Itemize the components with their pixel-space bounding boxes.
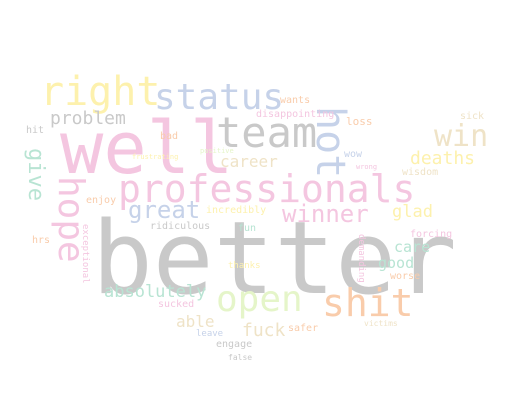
word-well: well: [60, 106, 234, 190]
word-exceptional: exceptional: [80, 224, 90, 284]
word-open: open: [216, 279, 303, 320]
word-give: give: [23, 148, 48, 201]
word-absolutely: absolutely: [104, 282, 207, 302]
word-bad: bad: [160, 131, 179, 142]
word-better: better: [92, 199, 457, 317]
word-good: good: [378, 254, 415, 272]
word-demanding: demanding: [356, 234, 366, 283]
word-problem: problem: [50, 108, 126, 129]
word-frustrating: frustrating: [132, 153, 179, 161]
word-thanks: thanks: [228, 261, 261, 271]
word-team: team: [216, 108, 318, 157]
word-false: false: [228, 353, 253, 362]
word-hrs: hrs: [32, 235, 51, 246]
word-winner: winner: [282, 200, 369, 228]
word-glad: glad: [392, 202, 433, 222]
word-right: right: [40, 69, 161, 115]
word-fun: fun: [238, 223, 257, 234]
word-deaths: deaths: [410, 148, 476, 169]
word-victims: victims: [364, 319, 398, 328]
word-leave: leave: [196, 329, 224, 339]
word-great: great: [128, 196, 201, 224]
word-wisdom: wisdom: [402, 167, 439, 178]
word-hope: hope: [50, 176, 91, 263]
word-loss: loss: [346, 115, 373, 128]
word-disappointing: disappointing: [256, 109, 335, 120]
word-forcing: forcing: [410, 229, 453, 240]
word-wrong: wrong: [356, 163, 378, 171]
word-hit: hit: [26, 125, 45, 136]
word-wants: wants: [280, 95, 311, 106]
word-win: win: [434, 119, 489, 154]
word-sick: sick: [460, 111, 485, 122]
word-shit: shit: [322, 281, 414, 325]
word-enjoy: enjoy: [86, 195, 117, 206]
word-professionals: professionals: [118, 167, 416, 211]
word-engage: engage: [216, 339, 253, 350]
word-care: care: [394, 238, 431, 256]
word-positive: positive: [200, 147, 234, 155]
word-worse: worse: [390, 271, 421, 282]
word-ridiculous: ridiculous: [150, 221, 211, 232]
word-status: status: [154, 77, 285, 118]
word-wow: wow: [344, 149, 363, 160]
word-fuck: fuck: [242, 320, 286, 341]
word-sucked: sucked: [158, 299, 195, 310]
word-hot: hot: [307, 106, 353, 179]
word-able: able: [176, 312, 215, 331]
word-safer: safer: [288, 323, 319, 334]
word-career: career: [220, 152, 278, 171]
word-incredibly: incredibly: [206, 205, 267, 216]
